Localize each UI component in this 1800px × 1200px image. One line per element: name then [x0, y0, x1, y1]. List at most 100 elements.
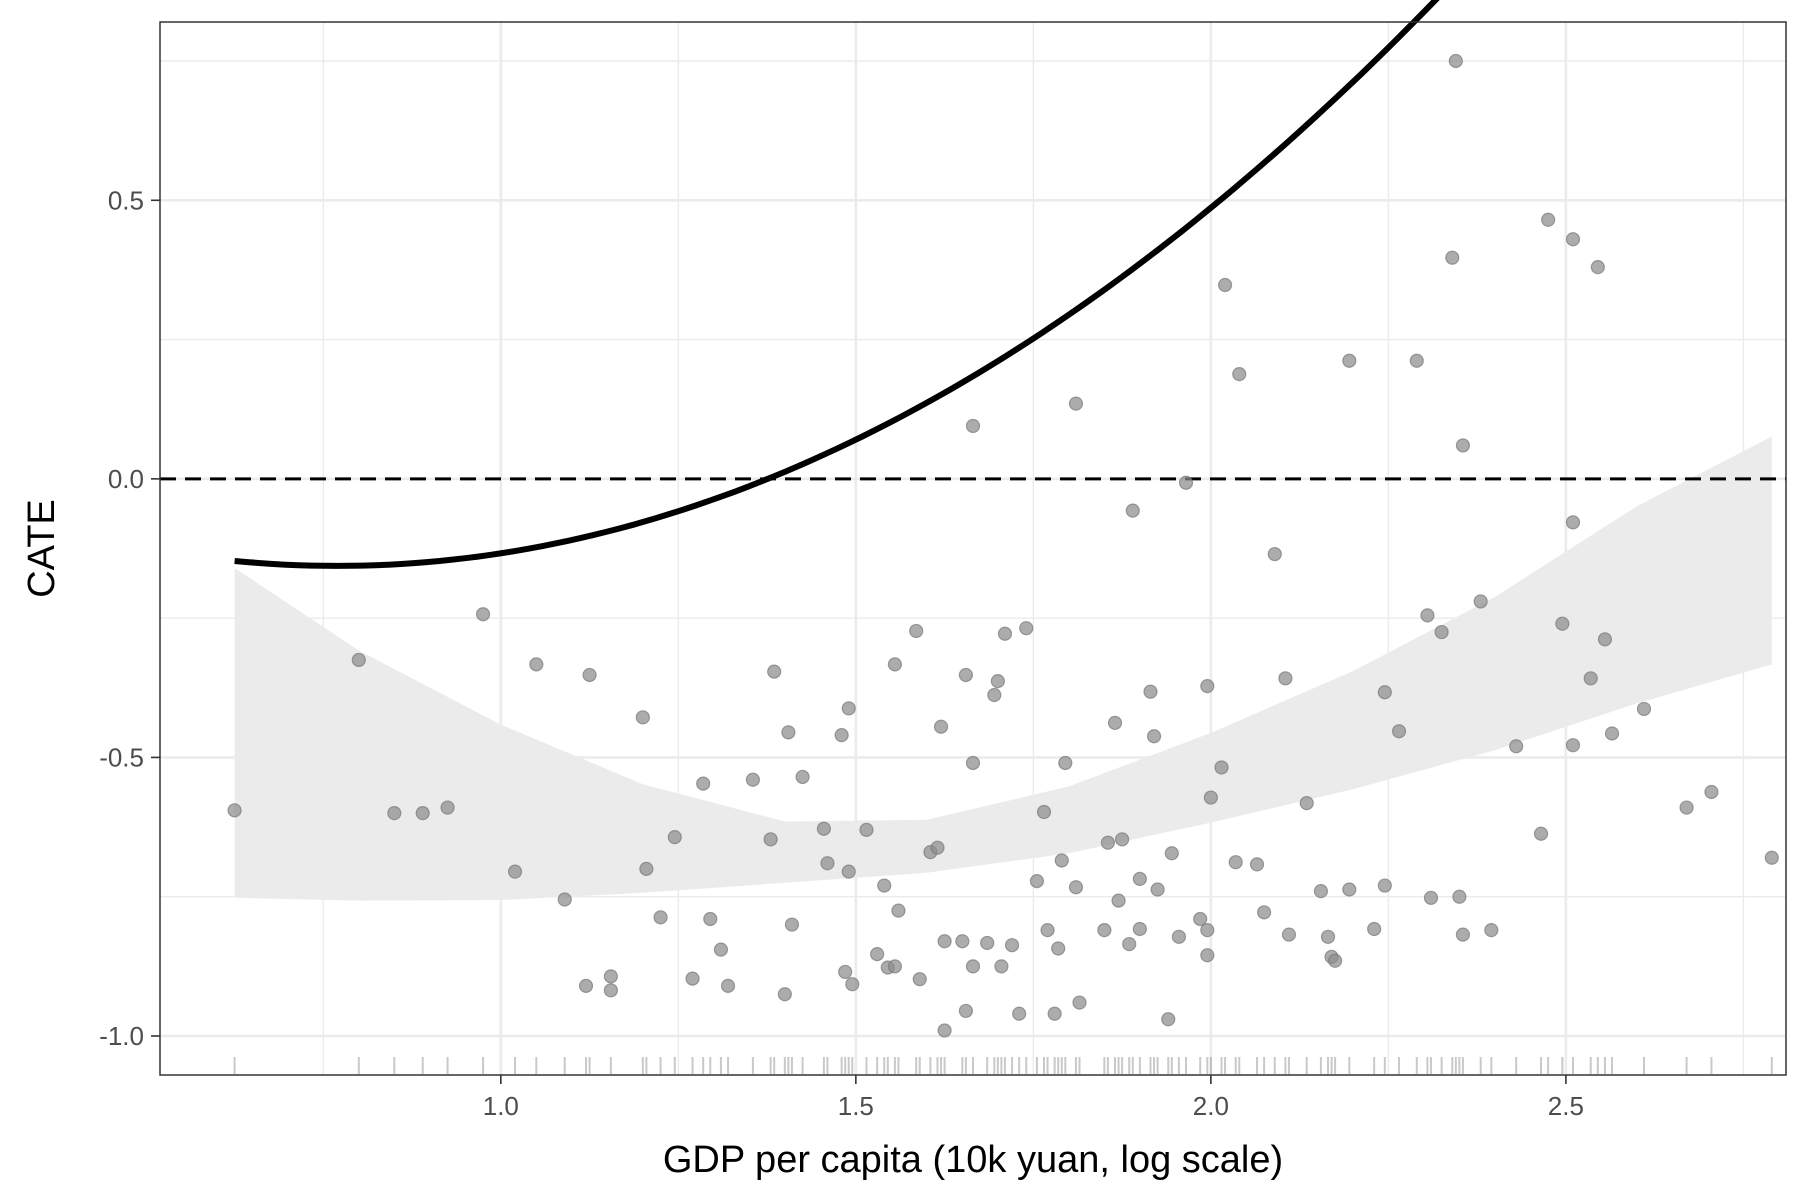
data-point	[1565, 232, 1581, 247]
data-point	[987, 687, 1002, 703]
data-point	[965, 755, 981, 771]
data-point	[1051, 941, 1066, 956]
data-point	[1267, 546, 1282, 562]
data-point	[820, 856, 835, 871]
data-point	[1455, 927, 1471, 942]
data-point	[1299, 796, 1314, 811]
data-point	[387, 806, 402, 821]
data-point	[763, 832, 778, 847]
data-point	[507, 864, 523, 879]
data-point	[415, 806, 430, 821]
data-point	[1249, 857, 1265, 872]
data-point	[1473, 594, 1488, 609]
data-point	[887, 959, 902, 974]
data-point	[1590, 260, 1605, 275]
data-point	[891, 903, 906, 918]
data-point	[838, 964, 853, 980]
data-point	[653, 910, 668, 925]
data-point	[1054, 853, 1069, 868]
data-point	[990, 673, 1005, 689]
data-point	[1107, 715, 1123, 730]
data-point	[1004, 938, 1020, 953]
data-point	[1320, 929, 1336, 944]
data-point	[1111, 893, 1126, 908]
data-point	[1377, 685, 1392, 700]
data-point	[845, 977, 860, 992]
data-point	[784, 917, 800, 932]
data-point	[1115, 832, 1130, 847]
data-point	[1125, 503, 1140, 518]
data-point	[1232, 367, 1247, 382]
data-point	[955, 934, 970, 949]
data-point	[1193, 911, 1208, 927]
data-point	[958, 667, 973, 683]
data-point	[1409, 353, 1424, 368]
data-point	[639, 861, 654, 876]
data-point	[578, 978, 594, 993]
y-tick-label: -0.5	[99, 742, 144, 772]
rug-layer	[233, 1057, 1773, 1074]
data-point	[1164, 846, 1179, 861]
data-point	[1097, 923, 1112, 938]
data-point	[603, 983, 618, 998]
data-point	[1171, 929, 1187, 944]
y-tick-label: -1.0	[99, 1021, 144, 1051]
data-point	[720, 978, 736, 993]
data-point	[1132, 871, 1147, 886]
data-point	[1455, 438, 1471, 453]
data-point	[1764, 850, 1779, 865]
data-point	[777, 987, 792, 1002]
data-point	[1679, 800, 1694, 815]
data-point	[795, 769, 810, 785]
data-point	[870, 946, 885, 962]
data-point	[351, 652, 366, 668]
data-point	[1704, 784, 1719, 800]
data-point	[1541, 212, 1556, 227]
data-point	[1200, 948, 1215, 963]
data-point	[1597, 632, 1613, 647]
data-point	[1509, 739, 1524, 754]
data-point	[1029, 874, 1045, 889]
y-axis-title: CATE	[21, 499, 63, 598]
data-point	[1342, 882, 1357, 897]
data-point	[1019, 621, 1034, 636]
data-point	[937, 934, 952, 949]
data-point	[667, 829, 682, 845]
fit-line-layer	[234, 0, 1440, 569]
data-point	[1132, 921, 1147, 937]
data-point	[1100, 835, 1116, 850]
data-point	[1328, 953, 1343, 968]
data-point	[994, 959, 1009, 974]
data-point	[1178, 475, 1194, 490]
data-point	[958, 1003, 973, 1019]
confidence-band	[234, 436, 1772, 901]
data-point	[1036, 804, 1052, 820]
x-axis-ticks: 1.0 1.5 2.0 2.5	[483, 1075, 1584, 1121]
data-point	[980, 935, 995, 951]
data-point	[909, 623, 924, 639]
data-point	[1143, 684, 1158, 699]
data-point	[1257, 905, 1272, 920]
data-point	[1583, 671, 1598, 686]
data-point	[1146, 729, 1162, 744]
x-tick-label: 1.0	[483, 1091, 519, 1121]
data-point	[965, 418, 981, 434]
data-point	[1420, 608, 1435, 623]
data-point	[1161, 1012, 1176, 1027]
data-point	[1214, 760, 1229, 775]
data-point	[475, 607, 491, 622]
data-point	[841, 701, 856, 716]
data-point	[440, 800, 455, 815]
data-point	[582, 667, 597, 683]
data-point	[1604, 726, 1620, 741]
data-point	[1423, 890, 1439, 905]
data-point	[1452, 889, 1467, 904]
data-point	[841, 864, 856, 879]
data-point	[816, 821, 831, 836]
y-axis-ticks: -1.0 -0.5 0.0 0.5	[99, 185, 160, 1051]
data-point	[603, 969, 618, 984]
data-point	[930, 840, 945, 855]
data-point	[781, 725, 796, 740]
x-tick-label: 2.5	[1548, 1091, 1584, 1121]
data-point	[1391, 724, 1407, 739]
